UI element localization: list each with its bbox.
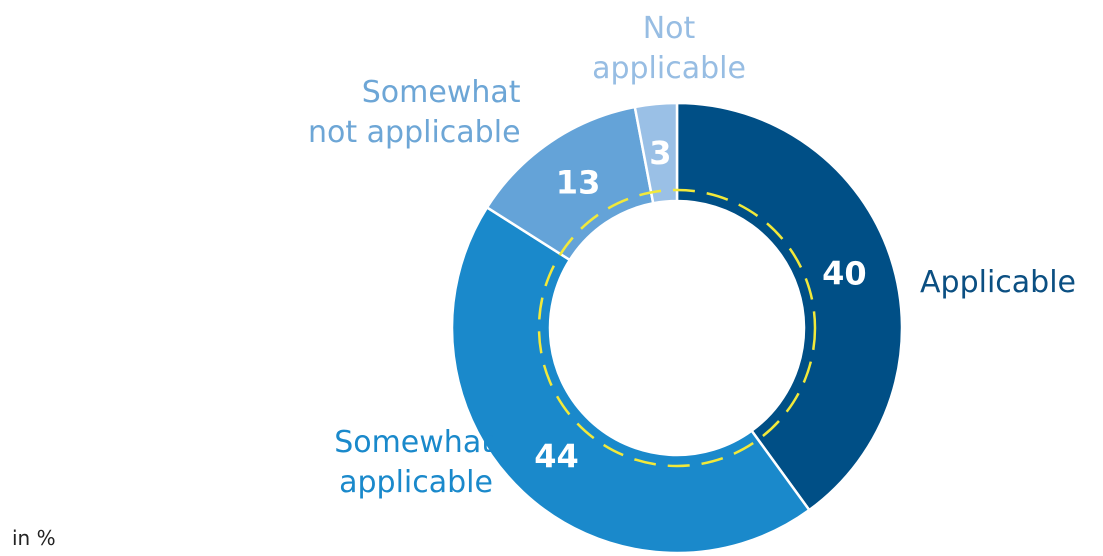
slice-applicable [675,101,904,512]
category-label-not-applicable: Not applicable [592,11,746,86]
value-label-somewhat-not-applicable: 13 [556,163,601,201]
reference-dashed-ring [537,188,817,468]
category-labels: Applicable Somewhat applicable Somewhat not … [308,11,1076,500]
slice-somewhat-applicable [450,205,811,555]
value-label-applicable: 40 [822,255,867,293]
category-label-somewhat-not-applicable: Somewhat not applicable [308,75,521,150]
value-label-somewhat-applicable: 44 [534,437,579,475]
unit-note: in % [12,526,56,550]
value-labels: 40 44 13 3 [534,134,866,476]
value-label-not-applicable: 3 [649,134,671,172]
category-label-somewhat-applicable: Somewhat applicable [334,425,493,500]
donut-slices [450,101,904,555]
slice-not-applicable [633,101,679,205]
category-label-applicable: Applicable [920,265,1076,300]
